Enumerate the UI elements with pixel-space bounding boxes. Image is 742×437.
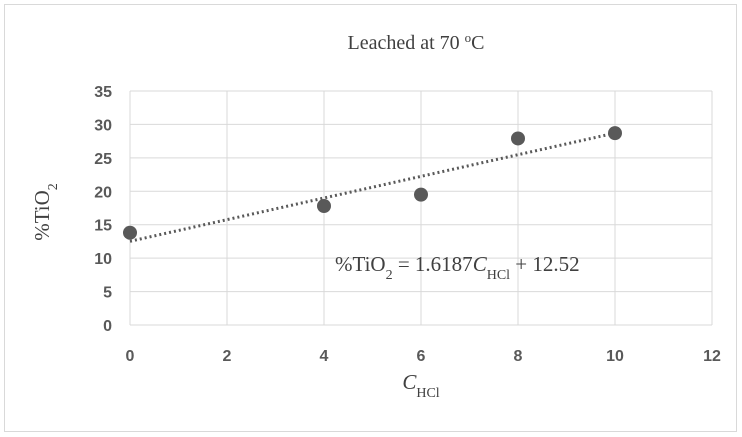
chart-title: Leached at 70 oC — [347, 30, 484, 55]
x-tick-label-3: 6 — [417, 348, 426, 365]
gridlines — [129, 90, 713, 326]
x-tick-label-4: 8 — [514, 348, 523, 365]
x-axis-label: CHCl — [402, 370, 439, 401]
x-tick-label-0: 0 — [126, 348, 135, 365]
data-point-0 — [123, 225, 137, 240]
data-point-2 — [414, 187, 428, 202]
tick-labels: 0 5 10 15 20 25 30 35 0 2 4 6 8 10 12 — [94, 84, 721, 365]
data-point-1 — [317, 198, 331, 213]
y-tick-label-4: 20 — [94, 184, 112, 201]
x-tick-label-5: 10 — [606, 348, 624, 365]
data-point-3 — [511, 131, 525, 146]
data-points — [123, 126, 622, 240]
y-tick-label-0: 0 — [103, 318, 112, 335]
data-point-4 — [608, 126, 622, 141]
x-tick-label-1: 2 — [223, 348, 232, 365]
y-tick-label-2: 10 — [94, 251, 112, 268]
x-tick-label-6: 12 — [703, 348, 721, 365]
y-tick-label-7: 35 — [94, 84, 112, 101]
y-tick-label-3: 15 — [94, 218, 112, 235]
x-tick-label-2: 4 — [320, 348, 329, 365]
y-tick-label-5: 25 — [94, 151, 112, 168]
y-tick-label-6: 30 — [94, 117, 112, 134]
y-tick-label-1: 5 — [103, 285, 112, 302]
trendline-equation: %TiO2 = 1.6187CHCl + 12.52 — [335, 252, 580, 283]
y-axis-label: %TiO2 — [30, 183, 61, 241]
